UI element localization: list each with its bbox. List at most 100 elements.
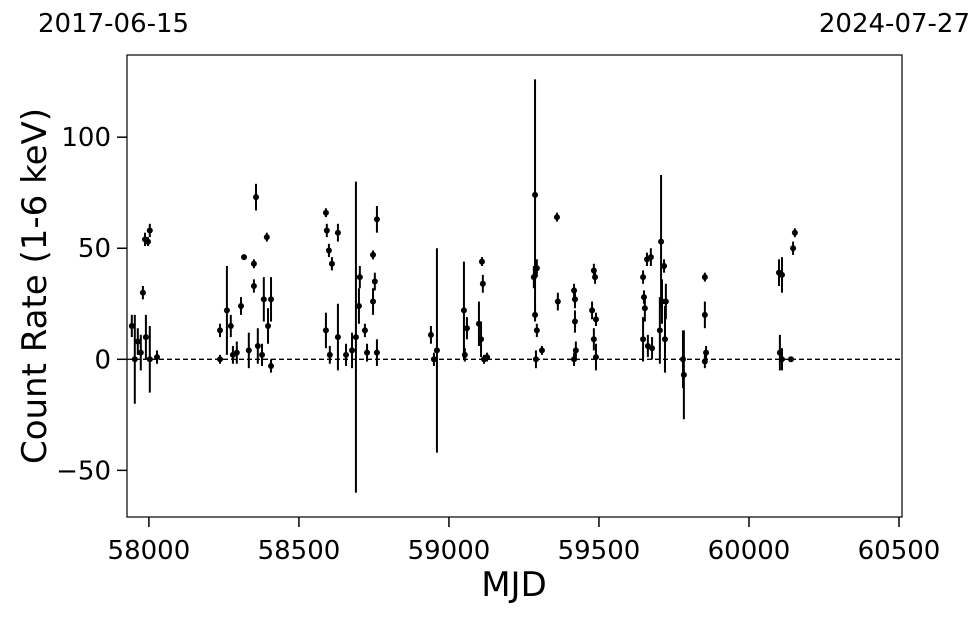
data-point (334, 229, 341, 236)
x-tick-label: 60500 (858, 536, 941, 566)
data-point (641, 305, 648, 312)
data-point (250, 260, 257, 267)
data-point (430, 356, 437, 363)
data-point (145, 238, 152, 245)
annotation-left: 2017-06-15 (38, 9, 189, 39)
data-point (791, 229, 798, 236)
data-point (137, 349, 144, 356)
data-point (656, 327, 663, 334)
data-point (592, 316, 599, 323)
data-point (778, 356, 785, 363)
data-point (355, 302, 362, 309)
data-point (370, 298, 377, 305)
data-point (661, 336, 668, 343)
data-point (142, 334, 149, 341)
data-point (325, 247, 332, 254)
data-point (356, 274, 363, 281)
x-tick-label: 58500 (258, 536, 341, 566)
data-point (253, 194, 260, 201)
x-tick-label: 59000 (408, 536, 491, 566)
annotation-right: 2024-07-27 (819, 9, 970, 39)
data-point (134, 338, 141, 345)
data-point (146, 356, 153, 363)
data-point (530, 274, 537, 281)
data-point (572, 347, 579, 354)
data-point (701, 358, 708, 365)
data-point (661, 263, 668, 270)
data-point (640, 274, 647, 281)
y-tick-label: 50 (78, 234, 111, 264)
data-point (554, 298, 561, 305)
data-point (268, 362, 275, 369)
data-point (260, 296, 267, 303)
data-point (217, 327, 224, 334)
data-point (571, 296, 578, 303)
data-point (343, 351, 350, 358)
data-point (373, 216, 380, 223)
data-point (647, 254, 654, 261)
data-point (334, 334, 341, 341)
data-point (349, 347, 356, 354)
data-point (259, 351, 266, 358)
data-point (701, 311, 708, 318)
data-point (139, 289, 146, 296)
data-point (460, 307, 467, 314)
data-point (463, 325, 470, 332)
data-point (662, 298, 669, 305)
x-tick-label: 60000 (708, 536, 791, 566)
data-point (373, 349, 380, 356)
data-point (640, 336, 647, 343)
data-point (254, 342, 261, 349)
data-point (146, 227, 153, 234)
data-point (533, 265, 540, 272)
data-point (589, 307, 596, 314)
data-point (649, 345, 656, 352)
y-tick-label: −50 (56, 456, 111, 486)
data-point (326, 351, 333, 358)
data-point (790, 245, 797, 252)
data-point (322, 327, 329, 334)
data-point (427, 331, 434, 338)
data-point (233, 349, 240, 356)
data-point (658, 238, 665, 245)
data-point (571, 356, 578, 363)
data-point (361, 327, 368, 334)
data-point (703, 349, 710, 356)
data-point (322, 209, 329, 216)
data-point (245, 347, 252, 354)
data-point (371, 278, 378, 285)
data-point (328, 260, 335, 267)
data-point (533, 327, 540, 334)
y-tick-label: 100 (61, 123, 111, 153)
data-point (433, 347, 440, 354)
data-point (364, 349, 371, 356)
data-point (217, 356, 224, 363)
data-point (461, 351, 468, 358)
x-tick-label: 58000 (108, 536, 191, 566)
data-point (538, 347, 545, 354)
data-point (787, 356, 794, 363)
data-point (590, 336, 597, 343)
data-point (227, 322, 234, 329)
y-axis-label: Count Rate (1-6 keV) (15, 108, 55, 464)
x-axis-label: MJD (481, 565, 547, 605)
data-point (241, 254, 248, 261)
data-point (553, 214, 560, 221)
data-point (679, 356, 686, 363)
data-point (268, 296, 275, 303)
plot-frame (126, 54, 903, 518)
data-point (701, 274, 708, 281)
data-point (238, 302, 245, 309)
data-point (484, 354, 491, 361)
data-point (370, 251, 377, 258)
data-point (154, 354, 161, 361)
x-tick-label: 59500 (558, 536, 641, 566)
data-point (352, 334, 359, 341)
data-point (223, 307, 230, 314)
data-point (128, 322, 135, 329)
data-point (592, 354, 599, 361)
data-point (571, 318, 578, 325)
data-point (265, 322, 272, 329)
data-point (478, 258, 485, 265)
data-point (250, 283, 257, 289)
